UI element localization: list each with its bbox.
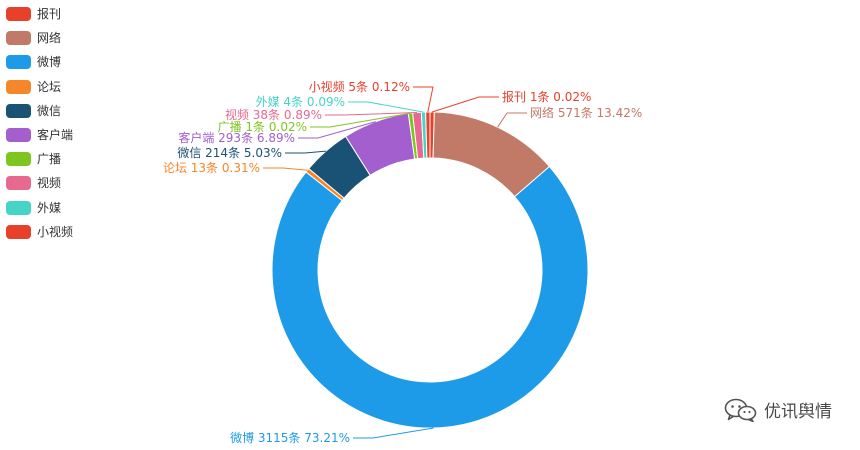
wechat-icon xyxy=(724,398,757,422)
legend-swatch xyxy=(6,55,31,70)
legend-item[interactable]: 广播 xyxy=(6,147,73,171)
leader-line xyxy=(413,86,434,113)
legend-swatch xyxy=(6,7,31,22)
legend-swatch xyxy=(6,224,31,239)
slice-label: 客户端 293条 6.89% xyxy=(178,130,295,145)
legend-swatch xyxy=(6,31,31,46)
slice-label: 小视频 5条 0.12% xyxy=(309,79,410,94)
leader-line xyxy=(353,427,434,439)
legend-item[interactable]: 微信 xyxy=(6,99,73,123)
leader-line xyxy=(348,101,424,113)
legend-item[interactable]: 客户端 xyxy=(6,123,73,147)
legend-label: 论坛 xyxy=(37,79,62,94)
legend-item[interactable]: 论坛 xyxy=(6,75,73,99)
leader-line xyxy=(263,167,308,171)
leader-line xyxy=(497,112,527,128)
leader-line xyxy=(432,96,499,113)
legend-swatch xyxy=(6,103,31,118)
legend-item[interactable]: 网络 xyxy=(6,26,73,50)
legend-swatch xyxy=(6,176,31,191)
leader-line xyxy=(310,112,411,128)
legend-swatch xyxy=(6,128,31,143)
watermark-text: 优讯舆情 xyxy=(764,402,832,422)
slice-label: 论坛 13条 0.31% xyxy=(163,161,260,175)
legend-swatch xyxy=(6,200,31,215)
legend-label: 微信 xyxy=(37,103,62,118)
slice-label: 外媒 4条 0.09% xyxy=(256,95,345,109)
slice-label: 微博 3115条 73.21% xyxy=(230,430,350,445)
leader-line xyxy=(325,112,418,116)
slice[interactable] xyxy=(271,165,589,429)
legend-swatch xyxy=(6,152,31,167)
legend-label: 外媒 xyxy=(37,200,62,215)
slice[interactable] xyxy=(425,111,431,159)
legend-label: 广播 xyxy=(37,152,62,167)
legend-label: 报刊 xyxy=(37,7,62,22)
legend-item[interactable]: 小视频 xyxy=(6,220,73,244)
slice-label: 视频 38条 0.89% xyxy=(225,107,322,122)
legend-swatch xyxy=(6,79,31,94)
slice-label: 广播 1条 0.02% xyxy=(218,120,307,134)
legend-label: 微博 xyxy=(37,55,62,70)
legend-item[interactable]: 微博 xyxy=(6,50,73,74)
slice-label: 报刊 1条 0.02% xyxy=(502,89,591,104)
legend-item[interactable]: 报刊 xyxy=(6,2,73,26)
legend-label: 视频 xyxy=(37,176,62,191)
slice-label: 网络 571条 13.42% xyxy=(530,105,642,120)
slice-label: 微信 214条 5.03% xyxy=(177,146,282,160)
leader-line xyxy=(285,150,327,154)
legend-item[interactable]: 外媒 xyxy=(6,196,73,220)
leader-line xyxy=(298,121,376,139)
legend-item[interactable]: 视频 xyxy=(6,171,73,195)
legend-label: 网络 xyxy=(37,31,62,46)
legend-label: 小视频 xyxy=(37,224,74,239)
legend-label: 客户端 xyxy=(37,128,74,143)
watermark: 优讯舆情 xyxy=(724,397,832,422)
donut-slices xyxy=(271,111,589,429)
label-leaders xyxy=(263,86,527,439)
chart-legend: 报刊网络微博论坛微信客户端广播视频外媒小视频 xyxy=(6,2,73,244)
slice-labels: 报刊 1条 0.02%网络 571条 13.42% 微博 3115条 73.21%… xyxy=(163,79,642,445)
